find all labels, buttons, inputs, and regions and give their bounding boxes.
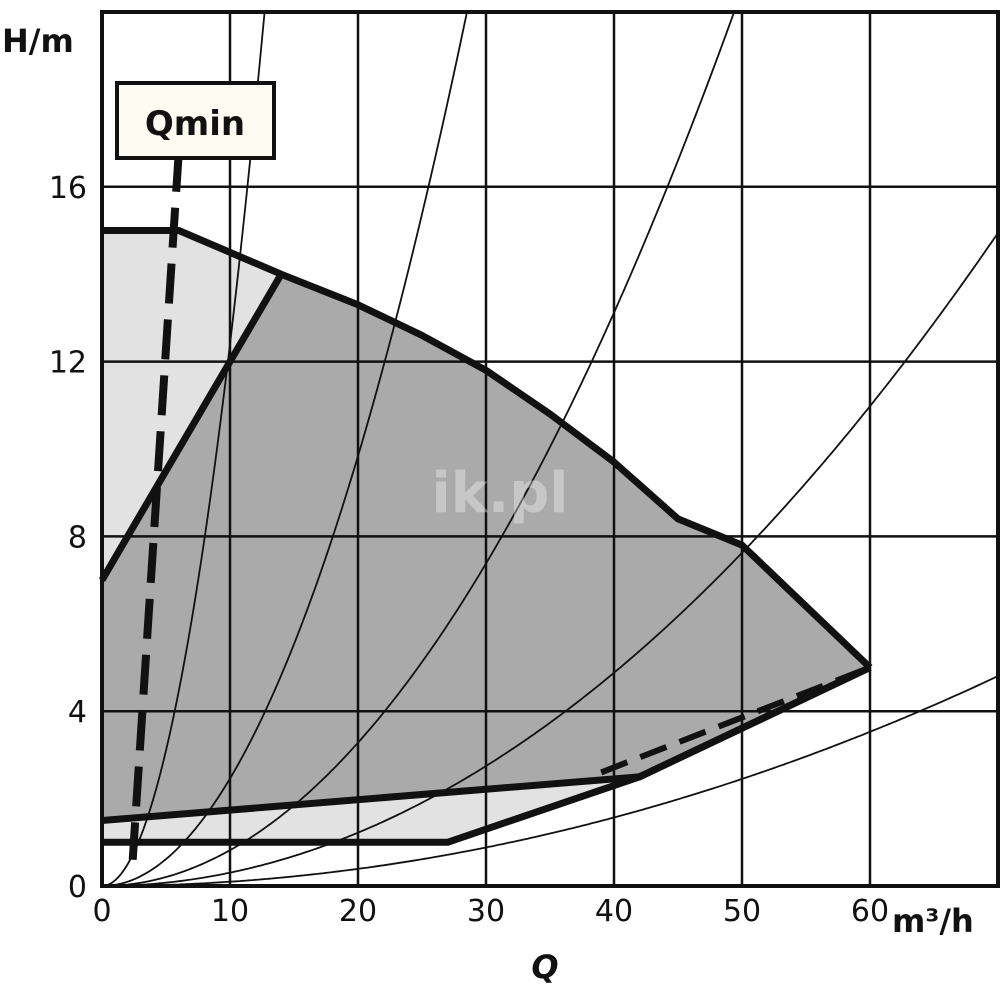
plot-frame: [100, 10, 1000, 888]
x-tick-label: 40: [595, 894, 633, 929]
system-curve: [102, 11, 735, 887]
dashed-limit-line: [600, 664, 872, 776]
system-curve: [102, 675, 999, 887]
y-tick-label: 16: [49, 171, 87, 206]
x-axis-unit: m³/h: [892, 902, 974, 940]
x-tick-label: 10: [211, 894, 249, 929]
y-tick-label: 12: [49, 346, 87, 381]
x-axis-label: Q: [531, 948, 558, 986]
watermark: ik.pl: [432, 461, 569, 526]
system-curve: [101, 11, 266, 887]
left-limit-line: [98, 272, 285, 582]
y-axis-label: H/m: [2, 22, 74, 60]
x-tick-label: 0: [92, 894, 111, 929]
x-tick-label: 60: [851, 894, 889, 929]
qmin-label: Qmin: [145, 104, 245, 144]
x-tick-label: 50: [723, 894, 761, 929]
y-tick-label: 4: [68, 695, 87, 730]
y-tick-label: 8: [68, 520, 87, 555]
system-curve: [101, 11, 468, 887]
x-tick-label: 20: [339, 894, 377, 929]
max-speed-curve: [102, 227, 873, 671]
qmin-box: [115, 81, 276, 160]
y-tick-label: 0: [68, 870, 87, 905]
x-tick-label: 30: [467, 894, 505, 929]
system-curve: [102, 232, 999, 887]
qmin-dashed-line: [128, 151, 183, 861]
qmin-label-box: Qmin: [115, 81, 276, 160]
light-region-top: [102, 230, 282, 581]
lowest-curve: [102, 664, 872, 846]
